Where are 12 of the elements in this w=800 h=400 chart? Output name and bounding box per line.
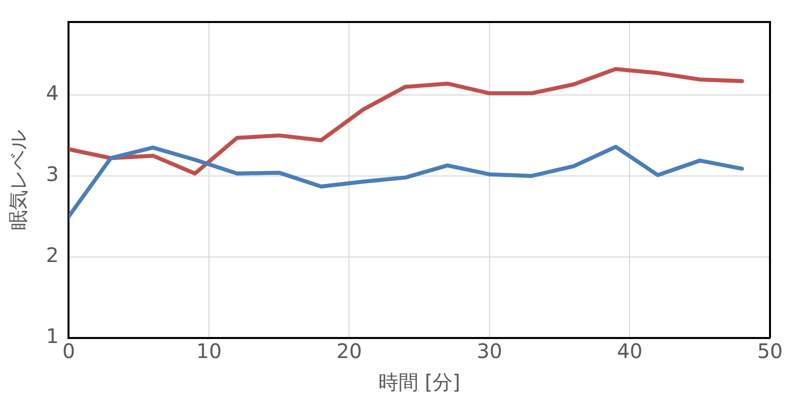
x-tick-label: 10 [196, 339, 222, 364]
x-tick-label: 40 [617, 339, 642, 364]
y-tick-label: 4 [46, 81, 59, 106]
x-axis-title: 時間 [分] [378, 370, 460, 394]
x-tick-label: 20 [336, 339, 362, 364]
y-tick-label: 3 [46, 162, 59, 186]
x-tick-label: 30 [476, 339, 502, 364]
x-tick-label: 0 [62, 339, 76, 364]
x-tick-label: 50 [757, 339, 783, 364]
y-tick-label: 2 [46, 243, 59, 268]
y-tick-label: 1 [46, 324, 59, 348]
y-axis-title: 眠気レベル [6, 130, 30, 230]
